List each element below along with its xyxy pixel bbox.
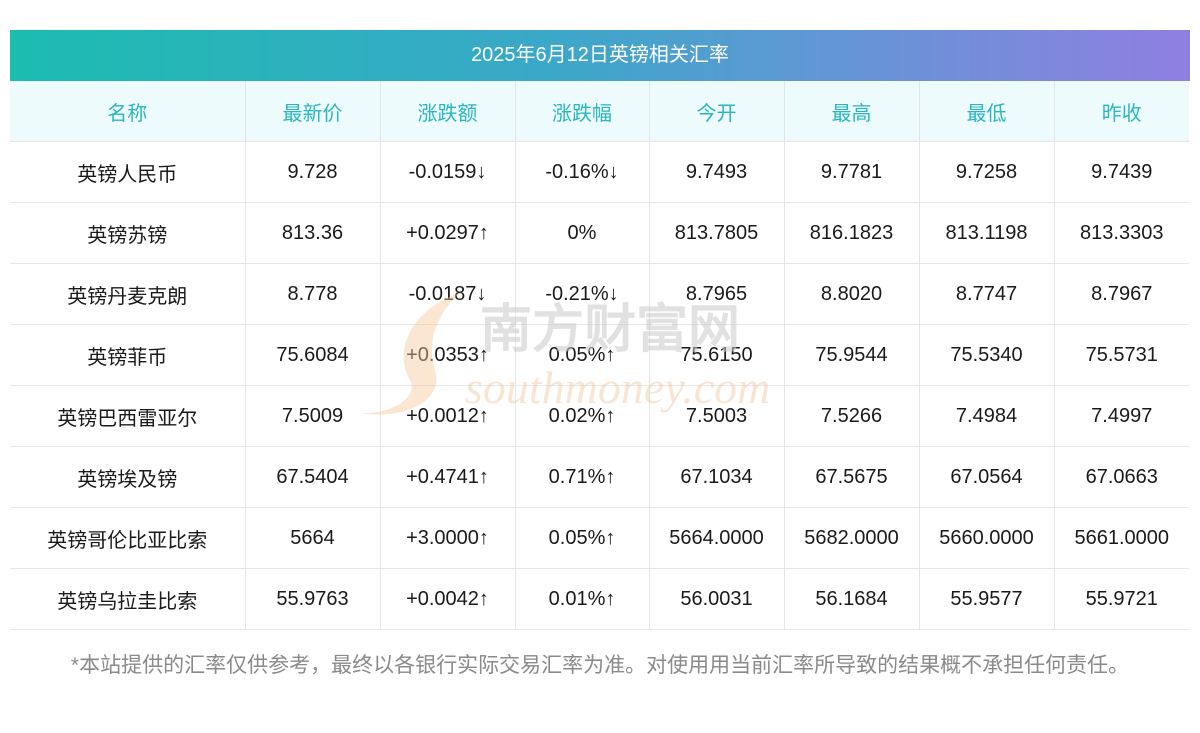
change-amount: -0.0187↓ <box>380 263 516 325</box>
open-price: 813.7805 <box>649 202 785 264</box>
low-price: 5660.0000 <box>919 507 1055 569</box>
prev-close: 67.0663 <box>1054 446 1189 508</box>
column-header-change: 涨跌额 <box>380 81 516 142</box>
change-percent: 0.05%↑ <box>515 507 650 569</box>
column-header-high: 最高 <box>784 81 920 142</box>
high-price: 56.1684 <box>784 568 920 630</box>
column-header-latest: 最新价 <box>245 81 381 142</box>
column-header-name: 名称 <box>10 81 246 142</box>
table-row: 英镑埃及镑 67.5404 +0.4741↑ 0.71%↑ 67.1034 67… <box>10 446 1189 508</box>
latest-price: 7.5009 <box>245 385 381 447</box>
change-percent: 0.05%↑ <box>515 324 650 386</box>
change-amount: +0.0042↑ <box>380 568 516 630</box>
low-price: 813.1198 <box>919 202 1055 264</box>
change-percent: -0.16%↓ <box>515 141 650 203</box>
change-amount: +0.0297↑ <box>380 202 516 264</box>
table-header-row: 名称 最新价 涨跌额 涨跌幅 今开 最高 最低 昨收 <box>10 81 1189 142</box>
change-amount: +0.0012↑ <box>380 385 516 447</box>
prev-close: 813.3303 <box>1054 202 1189 264</box>
currency-name: 英镑乌拉圭比索 <box>10 568 246 630</box>
column-header-change-pct: 涨跌幅 <box>515 81 650 142</box>
low-price: 7.4984 <box>919 385 1055 447</box>
table-row: 英镑乌拉圭比索 55.9763 +0.0042↑ 0.01%↑ 56.0031 … <box>10 568 1189 630</box>
currency-name: 英镑苏镑 <box>10 202 246 264</box>
column-header-low: 最低 <box>919 81 1055 142</box>
column-header-prev-close: 昨收 <box>1054 81 1189 142</box>
latest-price: 8.778 <box>245 263 381 325</box>
latest-price: 67.5404 <box>245 446 381 508</box>
currency-name: 英镑埃及镑 <box>10 446 246 508</box>
currency-name: 英镑丹麦克朗 <box>10 263 246 325</box>
prev-close: 5661.0000 <box>1054 507 1189 569</box>
prev-close: 7.4997 <box>1054 385 1189 447</box>
high-price: 7.5266 <box>784 385 920 447</box>
prev-close: 75.5731 <box>1054 324 1189 386</box>
change-amount: +0.0353↑ <box>380 324 516 386</box>
change-percent: 0.02%↑ <box>515 385 650 447</box>
high-price: 67.5675 <box>784 446 920 508</box>
latest-price: 9.728 <box>245 141 381 203</box>
table-row: 英镑哥伦比亚比索 5664 +3.0000↑ 0.05%↑ 5664.0000 … <box>10 507 1189 569</box>
change-amount: +0.4741↑ <box>380 446 516 508</box>
open-price: 5664.0000 <box>649 507 785 569</box>
open-price: 67.1034 <box>649 446 785 508</box>
open-price: 56.0031 <box>649 568 785 630</box>
table-row: 英镑丹麦克朗 8.778 -0.0187↓ -0.21%↓ 8.7965 8.8… <box>10 263 1189 325</box>
latest-price: 55.9763 <box>245 568 381 630</box>
table-row: 英镑苏镑 813.36 +0.0297↑ 0% 813.7805 816.182… <box>10 202 1189 264</box>
rates-table: 名称 最新价 涨跌额 涨跌幅 今开 最高 最低 昨收 英镑人民币 9.728 -… <box>10 81 1189 630</box>
high-price: 5682.0000 <box>784 507 920 569</box>
prev-close: 55.9721 <box>1054 568 1189 630</box>
currency-name: 英镑哥伦比亚比索 <box>10 507 246 569</box>
page-title: 2025年6月12日英镑相关汇率 <box>10 30 1190 81</box>
change-percent: 0% <box>515 202 650 264</box>
change-amount: +3.0000↑ <box>380 507 516 569</box>
low-price: 55.9577 <box>919 568 1055 630</box>
change-percent: 0.01%↑ <box>515 568 650 630</box>
prev-close: 9.7439 <box>1054 141 1189 203</box>
open-price: 75.6150 <box>649 324 785 386</box>
change-percent: 0.71%↑ <box>515 446 650 508</box>
high-price: 816.1823 <box>784 202 920 264</box>
latest-price: 813.36 <box>245 202 381 264</box>
currency-name: 英镑菲币 <box>10 324 246 386</box>
change-amount: -0.0159↓ <box>380 141 516 203</box>
high-price: 75.9544 <box>784 324 920 386</box>
low-price: 75.5340 <box>919 324 1055 386</box>
prev-close: 8.7967 <box>1054 263 1189 325</box>
latest-price: 75.6084 <box>245 324 381 386</box>
low-price: 8.7747 <box>919 263 1055 325</box>
low-price: 9.7258 <box>919 141 1055 203</box>
open-price: 8.7965 <box>649 263 785 325</box>
high-price: 8.8020 <box>784 263 920 325</box>
currency-name: 英镑巴西雷亚尔 <box>10 385 246 447</box>
open-price: 7.5003 <box>649 385 785 447</box>
disclaimer-note: *本站提供的汇率仅供参考，最终以各银行实际交易汇率为准。对使用用当前汇率所导致的… <box>70 654 1130 677</box>
currency-name: 英镑人民币 <box>10 141 246 203</box>
high-price: 9.7781 <box>784 141 920 203</box>
latest-price: 5664 <box>245 507 381 569</box>
open-price: 9.7493 <box>649 141 785 203</box>
table-row: 英镑巴西雷亚尔 7.5009 +0.0012↑ 0.02%↑ 7.5003 7.… <box>10 385 1189 447</box>
column-header-open: 今开 <box>649 81 785 142</box>
change-percent: -0.21%↓ <box>515 263 650 325</box>
table-row: 英镑菲币 75.6084 +0.0353↑ 0.05%↑ 75.6150 75.… <box>10 324 1189 386</box>
low-price: 67.0564 <box>919 446 1055 508</box>
table-row: 英镑人民币 9.728 -0.0159↓ -0.16%↓ 9.7493 9.77… <box>10 141 1189 203</box>
